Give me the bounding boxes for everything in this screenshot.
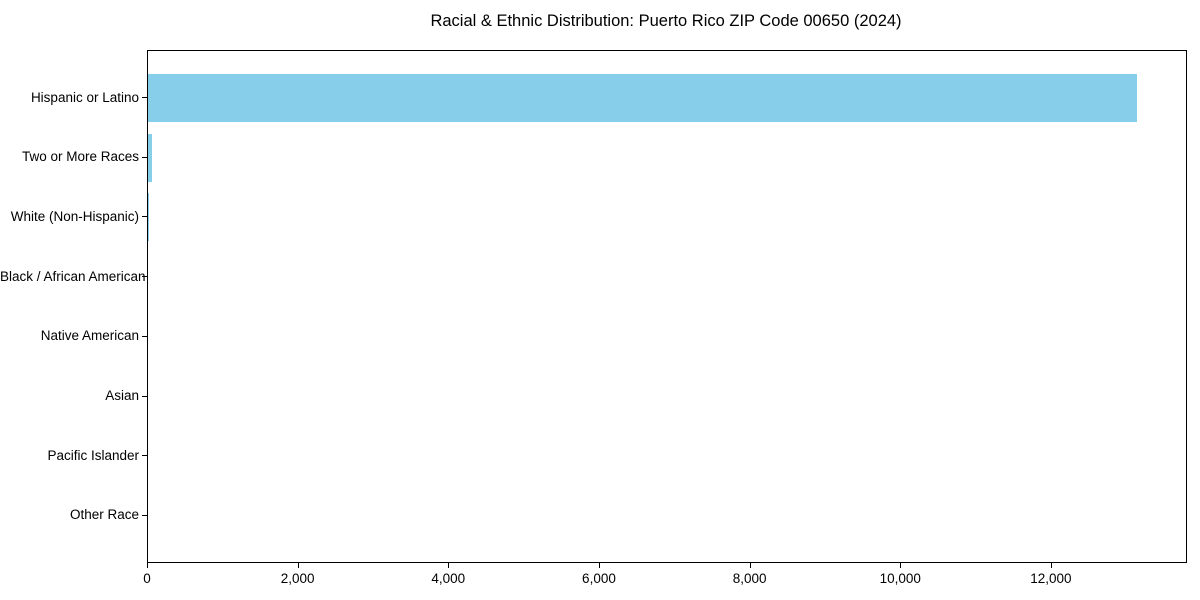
chart-title: Racial & Ethnic Distribution: Puerto Ric…: [430, 12, 902, 30]
plot-area: [147, 50, 1187, 563]
x-tick-label-6-000: 6,000: [582, 571, 616, 586]
x-tick-4-000: [448, 563, 450, 568]
x-tick-12-000: [1050, 563, 1052, 568]
x-tick-2-000: [297, 563, 299, 568]
y-tick-hispanic-or-latino: [142, 97, 147, 98]
bar-white-non-hispanic: [148, 193, 149, 242]
y-tick-label-pacific-islander: Pacific Islander: [47, 447, 139, 463]
y-tick-label-black-african-american: Black / African American: [0, 268, 146, 284]
x-tick-label-12-000: 12,000: [1030, 571, 1072, 586]
y-tick-label-asian: Asian: [105, 388, 139, 404]
y-tick-white-non-hispanic: [142, 216, 147, 218]
x-tick-label-8-000: 8,000: [732, 571, 767, 586]
y-tick-label-other-race: Other Race: [69, 507, 139, 523]
y-tick-native-american: [142, 335, 147, 337]
bar-two-or-more-races: [148, 133, 153, 182]
x-tick-label-4-000: 4,000: [431, 571, 466, 586]
y-tick-label-native-american: Native American: [40, 328, 139, 344]
y-tick-label-two-or-more-races: Two or More Races: [21, 149, 139, 165]
bar-hispanic-or-latino: [148, 74, 1138, 122]
x-tick-label-10-000: 10,000: [879, 571, 921, 586]
y-tick-pacific-islander: [142, 455, 147, 457]
y-tick-black-african-american: [142, 276, 147, 278]
y-tick-label-hispanic-or-latino: Hispanic or Latino: [30, 89, 139, 105]
x-tick-6-000: [598, 563, 600, 568]
x-tick-8-000: [749, 563, 751, 568]
x-tick-0: [147, 563, 148, 568]
y-tick-two-or-more-races: [142, 156, 147, 158]
y-tick-label-white-non-hispanic: White (Non-Hispanic): [10, 208, 139, 224]
x-tick-10-000: [900, 563, 902, 568]
y-tick-asian: [142, 395, 147, 397]
y-tick-other-race: [142, 514, 147, 516]
x-tick-label-2-000: 2,000: [280, 571, 315, 586]
x-tick-label-0: 0: [143, 571, 151, 586]
